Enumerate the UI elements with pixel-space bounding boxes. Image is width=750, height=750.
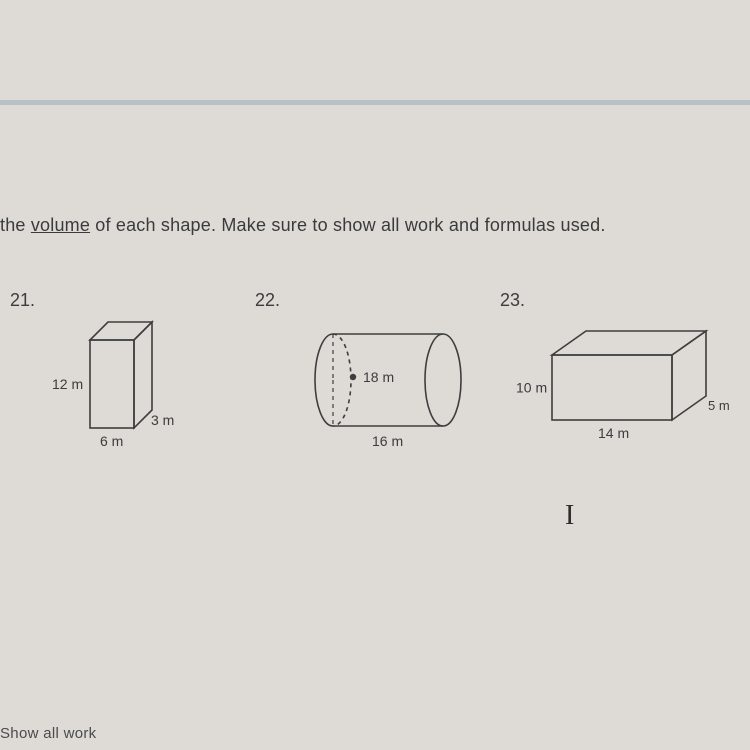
cylinder-diagram: 18 m 16 m — [275, 300, 495, 480]
instruction-prefix: the — [0, 215, 31, 235]
problem-23: 23. 10 m14 m5 m — [500, 290, 740, 510]
text-cursor: I — [565, 500, 574, 532]
instruction-text: the volume of each shape. Make sure to s… — [0, 215, 606, 236]
problem-21: 21. 12 m6 m3 m — [10, 290, 250, 510]
svg-text:16 m: 16 m — [372, 433, 403, 449]
page-root: the volume of each shape. Make sure to s… — [0, 0, 750, 750]
svg-text:5 m: 5 m — [708, 398, 730, 413]
svg-text:6 m: 6 m — [100, 433, 123, 449]
instruction-suffix: of each shape. Make sure to show all wor… — [90, 215, 605, 235]
svg-text:3 m: 3 m — [151, 412, 174, 428]
problems-row: 21. 12 m6 m3 m 22. 18 m16 m 23. 10 m14 m… — [10, 290, 740, 510]
svg-text:12 m: 12 m — [52, 376, 83, 392]
rect-prism-diagram: 12 m 6 m 3 m — [30, 300, 230, 480]
svg-text:18 m: 18 m — [363, 369, 394, 385]
cropped-footer-text: Show all work — [0, 725, 96, 742]
instruction-underlined: volume — [31, 215, 90, 235]
section-divider — [0, 100, 750, 105]
svg-text:10 m: 10 m — [516, 380, 547, 396]
svg-text:14 m: 14 m — [598, 425, 629, 441]
rect-prism-diagram: 10 m 14 m 5 m — [510, 300, 750, 480]
problem-22: 22. 18 m16 m — [255, 290, 495, 510]
